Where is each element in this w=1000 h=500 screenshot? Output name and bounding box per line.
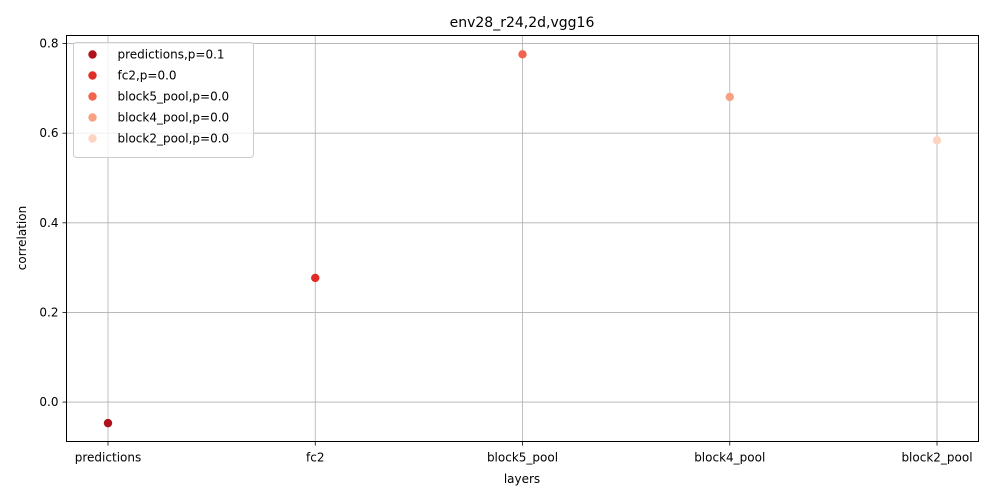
data-point [932, 136, 942, 145]
data-point [725, 92, 734, 102]
grid-layer [66, 35, 979, 442]
y-axis-label: correlation [15, 206, 29, 270]
legend-label: block5_pool,p=0.0 [118, 90, 230, 104]
x-axis: predictions fc2 block5_pool block4_pool bloc… [75, 441, 973, 465]
legend-marker [88, 113, 97, 122]
legend-label: block4_pool,p=0.0 [118, 111, 230, 125]
legend-marker [88, 71, 97, 80]
points-layer [103, 50, 942, 428]
x-tick-label: block5_pool [487, 451, 558, 465]
x-tick-label: fc2 [306, 451, 324, 465]
data-point [311, 273, 320, 283]
data-point [518, 50, 527, 59]
legend: predictions,p=0.1 fc2,p=0.0 block5_pool,p=… [73, 42, 254, 158]
x-tick-label: block4_pool [694, 451, 765, 465]
legend-label: predictions,p=0.1 [118, 48, 225, 62]
data-point [103, 418, 113, 428]
x-tick-label: block2_pool [901, 451, 972, 465]
y-tick-label: 0.2 [39, 305, 58, 319]
legend-marker [88, 50, 97, 59]
y-tick-label: 0.8 [39, 37, 58, 51]
y-axis: 0.0 0.2 0.4 0.6 0.8 [39, 37, 67, 409]
legend-marker [88, 134, 97, 143]
x-tick-label: predictions [75, 451, 141, 465]
y-tick-label: 0.6 [39, 126, 58, 140]
legend-marker [88, 92, 97, 101]
x-axis-label: layers [504, 472, 540, 486]
y-tick-label: 0.0 [39, 395, 58, 409]
y-tick-label: 0.4 [39, 216, 58, 230]
legend-frame [73, 42, 254, 158]
chart-title: env28_r24,2d,vgg16 [450, 15, 595, 31]
legend-label: block2_pool,p=0.0 [118, 132, 230, 146]
legend-label: fc2,p=0.0 [118, 69, 177, 83]
